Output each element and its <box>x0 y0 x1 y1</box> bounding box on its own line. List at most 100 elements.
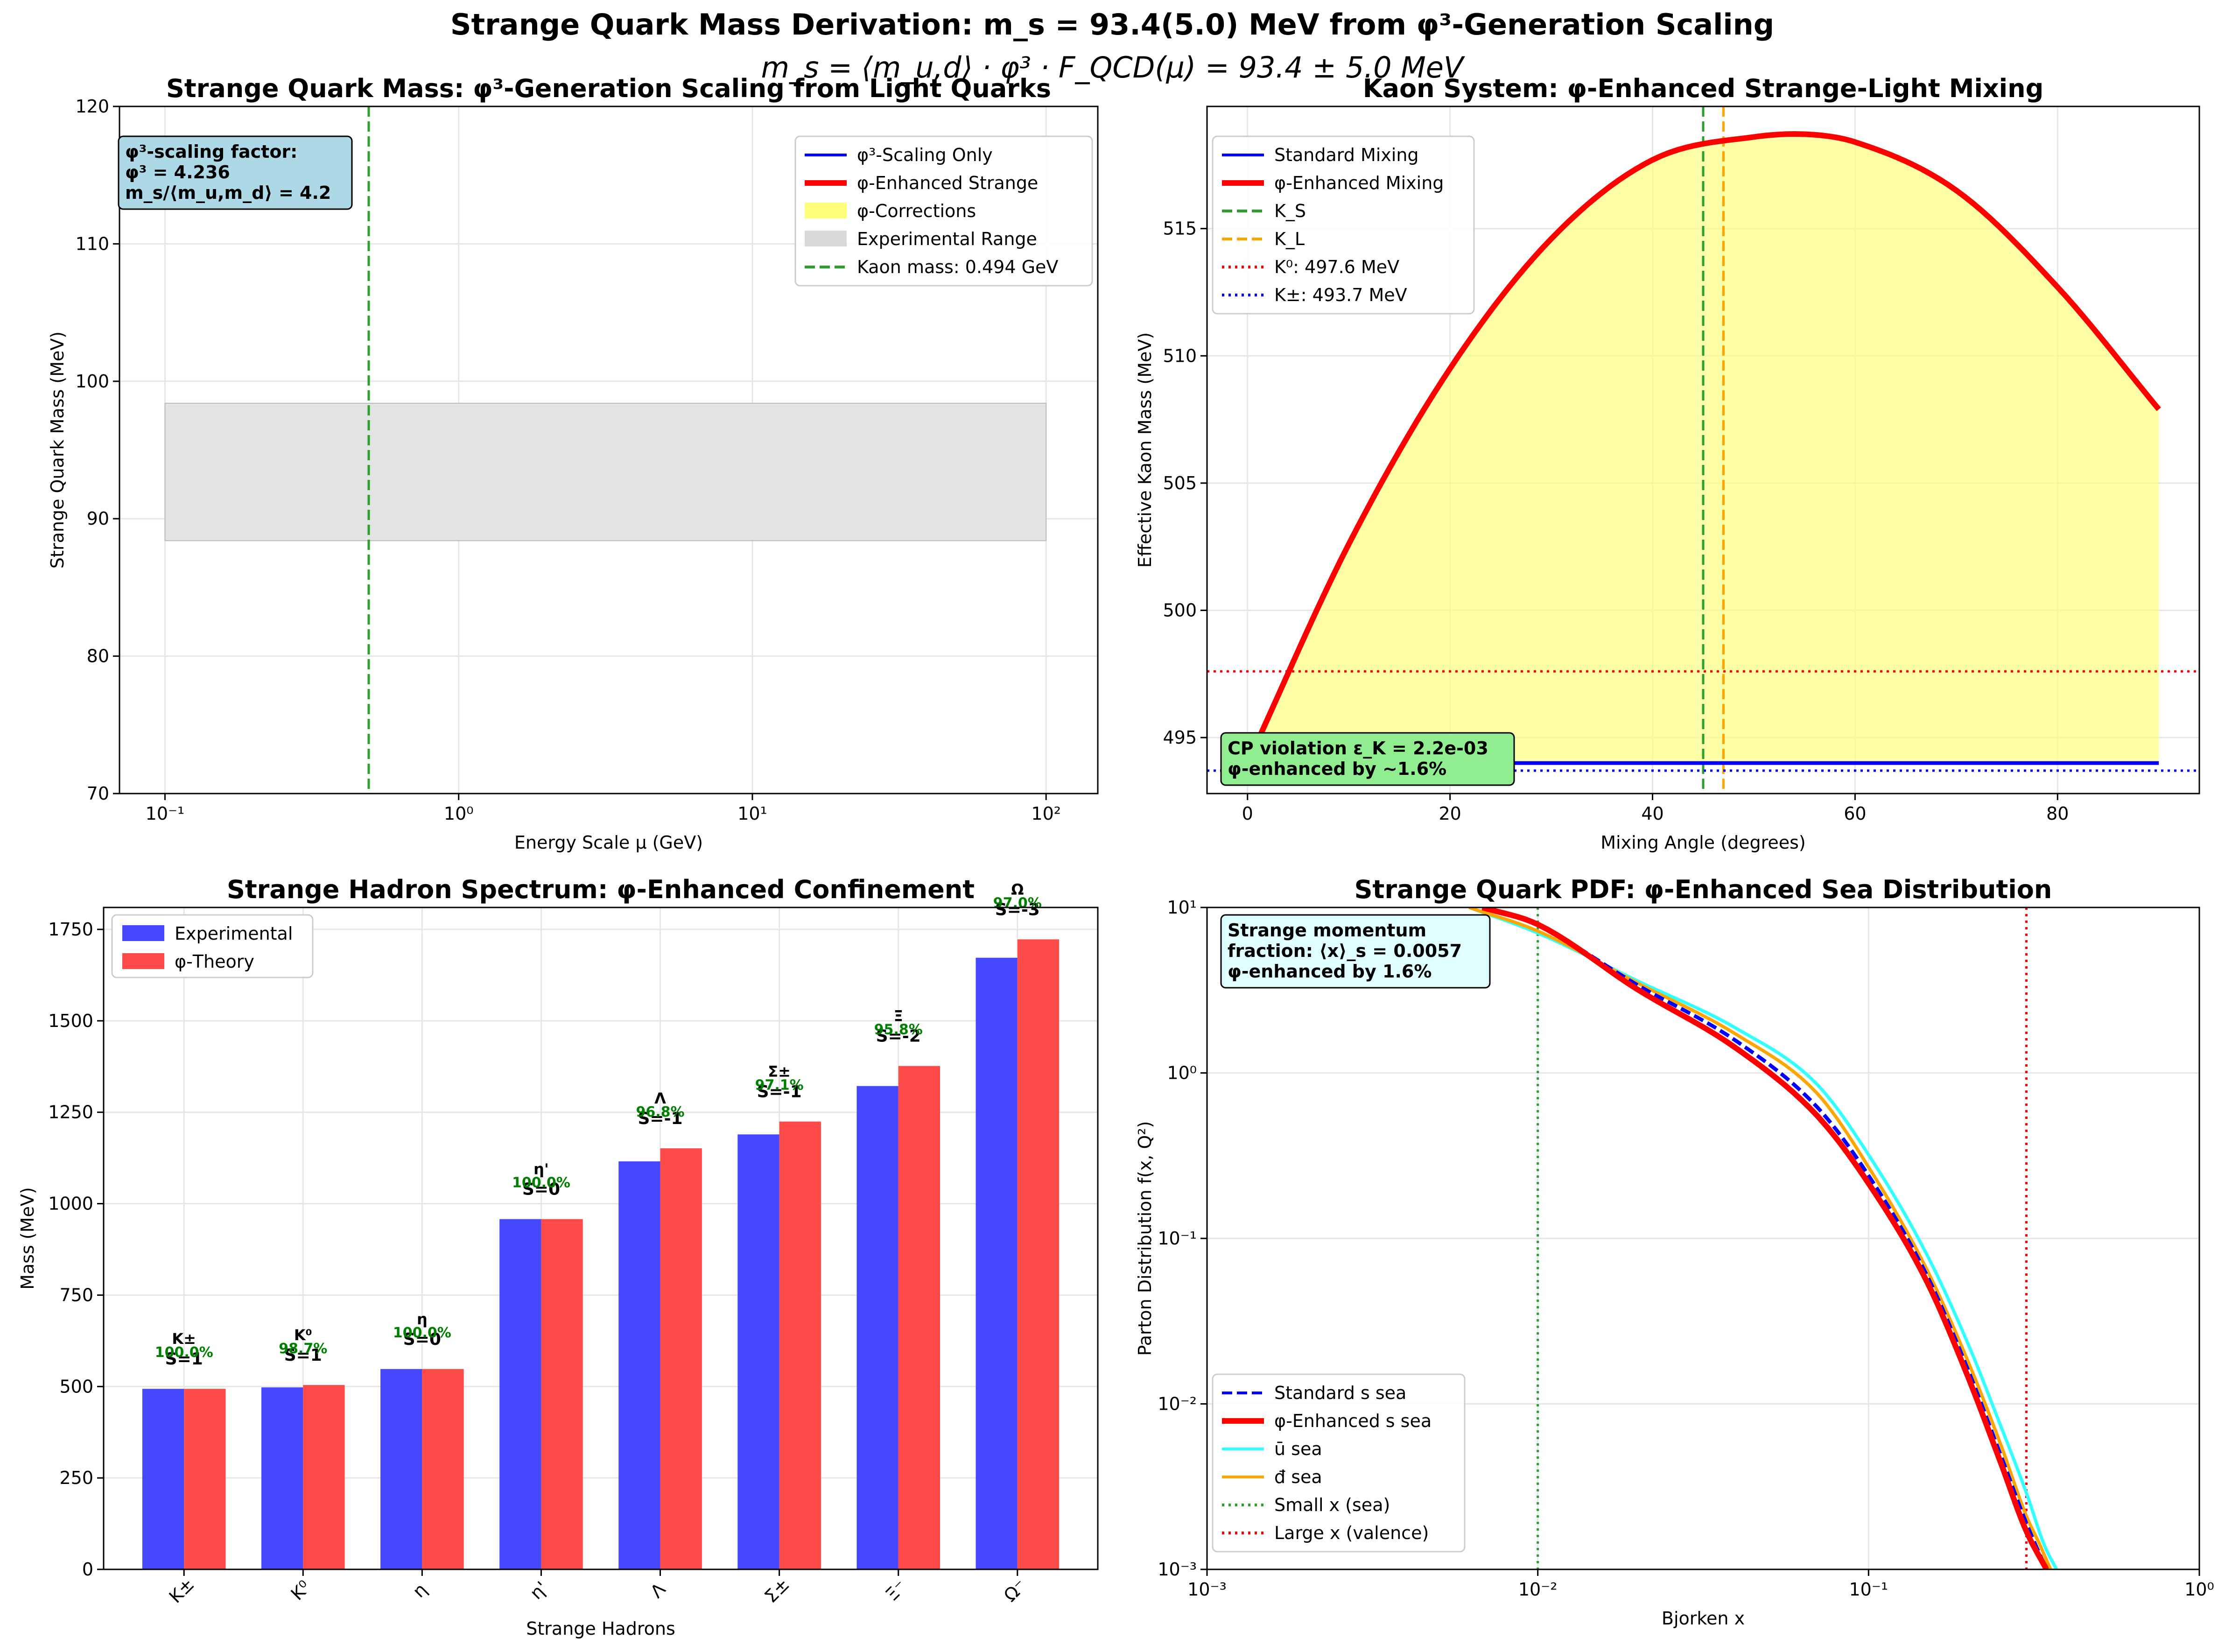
annotation-background <box>118 135 353 210</box>
x-tick-label: η <box>408 1579 431 1602</box>
y-tick-label: 505 <box>1163 473 1197 493</box>
legend-entry-label: φ-Theory <box>175 951 254 972</box>
bar-experimental <box>499 1219 541 1569</box>
legend-swatch <box>122 953 164 969</box>
y-tick-label: 10⁻¹ <box>1158 1228 1197 1249</box>
y-tick-label: 515 <box>1163 218 1197 239</box>
strangeness-label: S=1 <box>284 1346 322 1365</box>
bar-phi-theory <box>184 1389 226 1569</box>
accuracy-label: 97.0% <box>993 895 1042 911</box>
y-tick-label: 750 <box>59 1285 93 1305</box>
legend-entry-label: ū sea <box>1274 1439 1322 1459</box>
legend-box <box>794 135 1093 287</box>
legend-entry-label: Experimental Range <box>857 229 1037 249</box>
annotation-text: Strange momentum <box>1228 920 1426 941</box>
legend: Experimental φ-Theory <box>111 914 314 978</box>
y-axis-label: Parton Distribution f(x, Q²) <box>1135 1121 1155 1356</box>
legend-swatch <box>805 231 847 246</box>
grid-p3 <box>104 907 1098 1570</box>
accuracy-label: 98.7% <box>279 1341 327 1357</box>
accuracy-label: 100.0% <box>512 1175 570 1191</box>
y-tick-label: 1250 <box>48 1102 93 1123</box>
plot-area-p4 <box>1468 907 2058 1569</box>
bar-phi-theory <box>660 1148 702 1569</box>
legend-entry-label: K_L <box>1274 229 1305 249</box>
bar-experimental <box>976 957 1018 1569</box>
y-tick-label: 110 <box>75 233 109 254</box>
hadron-name-label: η <box>417 1310 428 1328</box>
strangeness-label: S=1 <box>165 1350 203 1369</box>
hadron-name-label: Λ <box>654 1090 666 1107</box>
x-axis-label: Mixing Angle (degrees) <box>1600 832 1806 853</box>
legend-entry-label: Standard Mixing <box>1274 145 1419 165</box>
subplot-grid: 10⁻¹ 10⁰ 10¹ 10² 70 80 90 100 110 120 Strange Quar… <box>17 74 2214 1639</box>
y-tick-label: 80 <box>87 646 109 667</box>
annotation-background <box>1220 914 1491 989</box>
x-tick-label: Ξ⁻ <box>882 1576 911 1605</box>
y-tick-label: 10⁻³ <box>1158 1559 1197 1580</box>
legend: Standard Mixing φ-Enhanced Mixing K_S K_L K⁰… <box>1212 135 1475 315</box>
x-tick-label: 40 <box>1641 803 1663 824</box>
bar-experimental <box>142 1389 184 1569</box>
bar-phi-theory <box>303 1385 345 1569</box>
x-tick-label: K± <box>165 1574 198 1607</box>
legend-swatch <box>805 203 847 218</box>
x-tick-label: Λ <box>646 1579 669 1602</box>
y-tick-label: 495 <box>1163 727 1197 748</box>
annotation-text: φ³ = 4.236 <box>125 162 230 183</box>
x-tick-label: 80 <box>2046 803 2069 824</box>
legend-entry-label: K±: 493.7 MeV <box>1274 285 1407 305</box>
legend-box <box>1212 1373 1466 1553</box>
legend: Standard s sea φ-Enhanced s sea ū sea đ sea… <box>1212 1373 1466 1553</box>
annotation-text: CP violation ε_K = 2.2e-03 <box>1228 738 1488 759</box>
figure-suptitle: Strange Quark Mass Derivation: m_s = 93.… <box>450 7 1774 42</box>
x-tick-label: 10⁰ <box>2184 1579 2214 1600</box>
bars-p3: K±S=1100.0%K⁰S=198.7%ηS=0100.0%η'S=0100.… <box>142 880 1060 1569</box>
y-tick-label: 1750 <box>48 919 93 940</box>
annotation-text: fraction: ⟨x⟩_s = 0.0057 <box>1228 941 1462 961</box>
legend-entry-label: φ-Enhanced s sea <box>1274 1411 1432 1431</box>
x-tick-label: Σ± <box>760 1574 793 1607</box>
y-tick-label: 10¹ <box>1167 897 1197 918</box>
hadron-name-label: Σ± <box>768 1063 791 1081</box>
x-tick-label: 10⁰ <box>444 803 474 824</box>
x-tick-label: 10⁻¹ <box>146 803 185 824</box>
legend-entry-label: φ³-Scaling Only <box>857 145 993 165</box>
y-tick-label: 500 <box>1163 600 1197 620</box>
bar-phi-theory <box>779 1121 821 1569</box>
y-tick-label: 100 <box>75 371 109 392</box>
strangeness-label: S=-2 <box>876 1027 921 1046</box>
annotation-box: CP violation ε_K = 2.2e-03φ-enhanced by … <box>1220 732 1515 786</box>
y-axis-label: Effective Kaon Mass (MeV) <box>1135 332 1155 568</box>
annotation-background <box>1220 732 1515 786</box>
hadron-name-label: η' <box>533 1160 549 1178</box>
bar-experimental <box>856 1086 898 1569</box>
legend-entry-label: Small x (sea) <box>1274 1495 1390 1515</box>
y-tick-label: 0 <box>82 1559 93 1580</box>
legend-entry-label: φ-Enhanced Strange <box>857 173 1038 193</box>
hadron-name-label: K± <box>172 1330 196 1348</box>
annotation-text: φ³-scaling factor: <box>125 141 297 162</box>
y-tick-label: 250 <box>59 1468 93 1488</box>
strangeness-label: S=0 <box>522 1180 560 1199</box>
series-pdf-line <box>1481 907 2049 1569</box>
frame-p1: 10⁻¹ 10⁰ 10¹ 10² 70 80 90 100 110 120 Strange Quar… <box>47 74 1099 853</box>
strangeness-label: S=0 <box>403 1330 441 1349</box>
phi-correction-fill <box>1247 134 2159 763</box>
accuracy-label: 95.8% <box>874 1022 923 1038</box>
hadron-name-label: Ω <box>1011 880 1024 898</box>
legend: φ³-Scaling Only φ-Enhanced Strange φ-Corre… <box>794 135 1093 287</box>
bar-experimental <box>380 1369 422 1569</box>
x-tick-label: 60 <box>1844 803 1866 824</box>
bar-phi-theory <box>1017 939 1060 1569</box>
hadron-name-label: K⁰ <box>294 1326 312 1344</box>
strangeness-label: S=-3 <box>995 900 1040 919</box>
x-tick-label: Ω⁻ <box>1000 1575 1031 1606</box>
y-tick-label: 1500 <box>48 1011 93 1031</box>
subplot-title: Strange Hadron Spectrum: φ-Enhanced Conf… <box>227 875 975 904</box>
legend-entry-label: φ-Corrections <box>857 201 976 221</box>
legend-entry-label: Standard s sea <box>1274 1383 1406 1403</box>
bar-phi-theory <box>541 1219 583 1569</box>
